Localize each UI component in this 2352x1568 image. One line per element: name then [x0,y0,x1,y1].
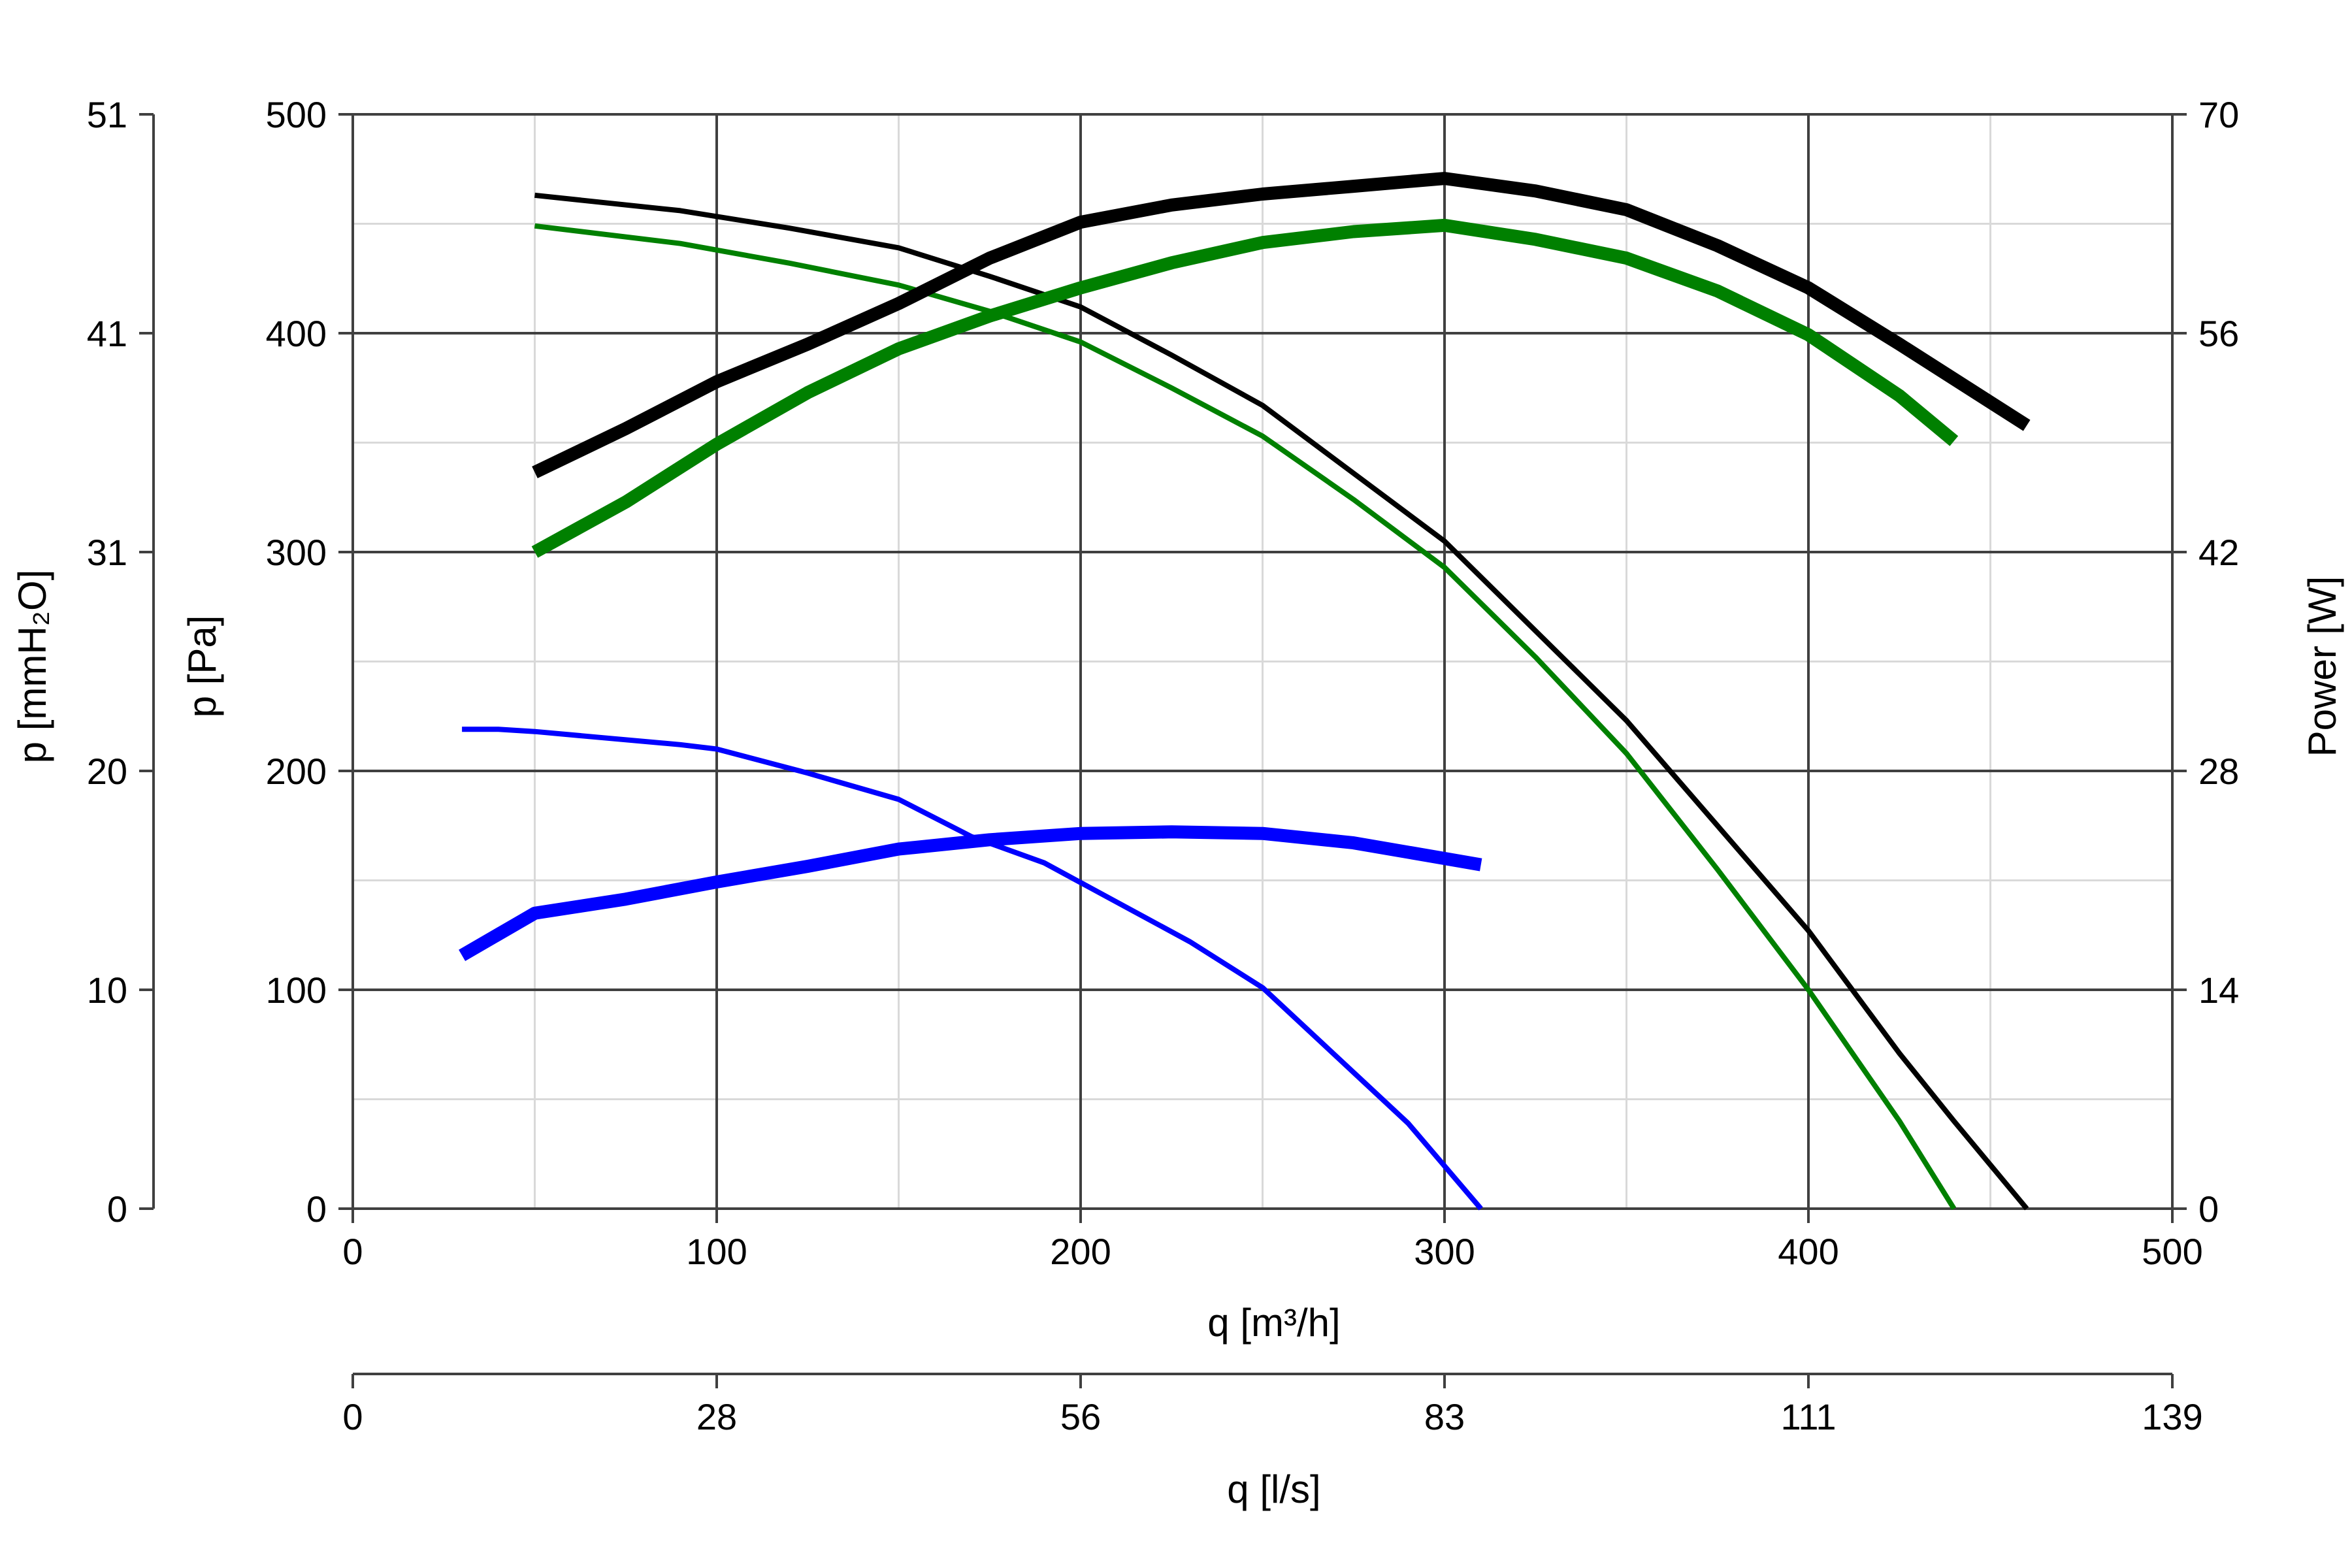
y-outer-tick-label: 41 [87,313,127,354]
x2-axis-title: q [l/s] [1227,1467,1320,1511]
x2-tick-label: 111 [1780,1396,1836,1437]
x2-tick-label: 28 [696,1396,737,1437]
y-right-axis-title: Power [W] [2300,576,2344,757]
power-curve-blue [459,825,1482,962]
y-outer-axis-title: p [mmH₂O] [10,570,54,764]
y-outer-tick-label: 10 [87,970,127,1011]
pressure-curve-green [534,223,1957,1211]
y-right-tick-label: 14 [2198,970,2239,1011]
x-tick-label: 100 [686,1231,747,1272]
y-outer-tick-label: 0 [107,1188,127,1230]
pressure-curve-black [534,192,2029,1211]
y-tick-label: 300 [266,532,327,573]
x-tick-label: 200 [1050,1231,1111,1272]
power-curve-black [532,172,2031,479]
x-tick-label: 500 [2142,1231,2202,1272]
y-tick-label: 100 [266,970,327,1011]
x2-tick-label: 83 [1424,1396,1465,1437]
y-tick-label: 0 [306,1188,327,1230]
x-tick-label: 300 [1414,1231,1475,1272]
major-gridlines [353,114,2172,1209]
y-outer-tick-label: 20 [87,751,127,792]
power-curve-green [531,218,1959,558]
x-tick-label: 0 [342,1231,363,1272]
y-tick-label: 500 [266,94,327,135]
plot-frame [351,113,2174,1210]
minor-gridlines [353,114,2172,1209]
y-tick-label: 200 [266,751,327,792]
x2-tick-label: 139 [2142,1396,2202,1437]
x-tick-label: 400 [1778,1231,1838,1272]
y-right-tick-label: 28 [2198,751,2239,792]
axes [139,113,2187,1388]
y-outer-tick-label: 51 [87,94,127,135]
pressure-curve-blue [462,727,1483,1211]
y-right-tick-label: 0 [2198,1188,2219,1230]
y-right-tick-label: 70 [2198,94,2239,135]
x-axis-title: q [m³/h] [1207,1301,1340,1345]
y-tick-label: 400 [266,313,327,354]
y-axis-title: p [Pa] [180,615,224,718]
y-right-tick-label: 56 [2198,313,2239,354]
y-outer-tick-label: 31 [87,532,127,573]
x2-tick-label: 0 [342,1396,363,1437]
series-group [459,172,2031,1211]
y-right-tick-label: 42 [2198,532,2239,573]
x2-tick-label: 56 [1060,1396,1101,1437]
